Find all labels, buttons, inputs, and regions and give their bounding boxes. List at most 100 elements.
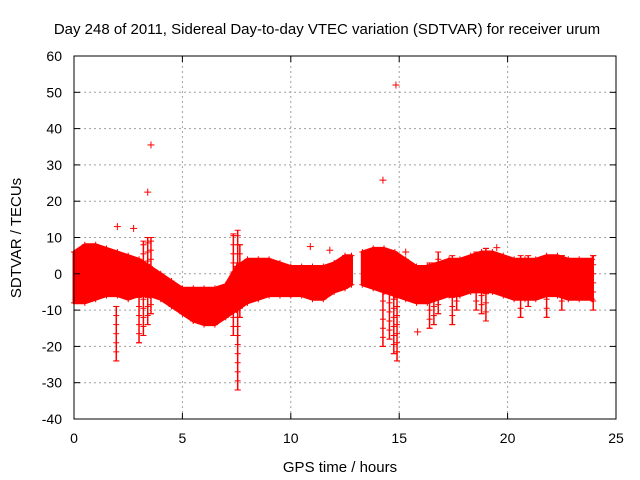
- x-tick-label: 10: [283, 430, 299, 446]
- data-spike: [453, 258, 460, 311]
- data-point: [478, 288, 485, 295]
- data-point: [222, 314, 229, 321]
- data-point: [532, 296, 539, 303]
- data-point: [114, 249, 121, 256]
- y-tick-label: -10: [42, 302, 62, 318]
- data-point: [146, 263, 153, 270]
- data-point: [500, 252, 507, 259]
- data-point: [424, 263, 431, 270]
- data-point: [211, 285, 218, 292]
- data-point: [370, 245, 377, 252]
- data-point: [456, 292, 463, 299]
- data-spike: [136, 273, 143, 344]
- y-axis-label: SDTVAR / TECUs: [8, 178, 25, 298]
- data-spike: [386, 255, 393, 340]
- data-point: [424, 299, 431, 306]
- data-point: [190, 317, 197, 324]
- data-point: [511, 296, 518, 303]
- data-point: [276, 292, 283, 299]
- grid-lines: [74, 56, 616, 419]
- data-spike: [478, 251, 485, 315]
- data-point: [391, 292, 398, 299]
- data-point: [103, 292, 110, 299]
- data-point: [381, 245, 388, 252]
- data-spike: [449, 255, 456, 326]
- chart-title: Day 248 of 2011, Sidereal Day-to-day VTE…: [54, 21, 600, 38]
- data-point: [359, 249, 366, 256]
- y-tick-label: -30: [42, 375, 62, 391]
- data-point: [266, 256, 273, 263]
- data-point: [521, 256, 528, 263]
- data-point: [348, 281, 355, 288]
- data-point: [565, 256, 572, 263]
- data-point: [146, 292, 153, 299]
- data-point: [125, 296, 132, 303]
- data-point: [309, 263, 316, 270]
- data-point: [276, 259, 283, 266]
- data-point: [478, 249, 485, 256]
- data-point: [489, 249, 496, 256]
- data-point: [402, 248, 410, 256]
- data-point: [435, 296, 442, 303]
- data-point: [446, 256, 453, 263]
- data-point: [532, 256, 539, 263]
- data-point: [168, 278, 175, 285]
- data-point: [413, 263, 420, 270]
- data-point: [114, 292, 121, 299]
- data-point: [589, 256, 596, 263]
- data-point: [157, 270, 164, 277]
- data-point: [493, 244, 501, 252]
- data-point: [136, 256, 143, 263]
- data-point: [136, 292, 143, 299]
- x-tick-label: 25: [608, 430, 624, 446]
- data-point: [320, 263, 327, 270]
- data-point: [543, 292, 550, 299]
- data-point: [168, 303, 175, 310]
- data-point: [331, 259, 338, 266]
- data-point: [521, 296, 528, 303]
- y-tick-label: 60: [46, 48, 62, 64]
- data-point: [331, 288, 338, 295]
- x-tick-label: 5: [179, 430, 187, 446]
- data-spike: [390, 258, 397, 355]
- data-markers: [71, 81, 597, 391]
- data-point: [201, 285, 208, 292]
- data-point: [244, 256, 251, 263]
- data-point: [113, 223, 121, 231]
- data-point: [489, 288, 496, 295]
- data-spike: [140, 240, 147, 337]
- data-point: [342, 252, 348, 259]
- data-point: [554, 292, 561, 299]
- data-point: [309, 296, 316, 303]
- data-point: [359, 281, 366, 288]
- data-point: [157, 296, 164, 303]
- data-point: [92, 241, 99, 248]
- data-point: [144, 188, 152, 196]
- x-tick-label: 20: [500, 430, 516, 446]
- data-point: [379, 176, 387, 184]
- data-point: [402, 296, 409, 303]
- data-point: [342, 285, 348, 292]
- data-point: [414, 328, 422, 336]
- data-point: [222, 281, 229, 288]
- data-point: [565, 296, 572, 303]
- data-spike: [236, 244, 243, 318]
- data-point: [266, 292, 273, 299]
- data-point: [370, 285, 377, 292]
- x-tick-label: 15: [391, 430, 407, 446]
- data-point: [467, 252, 474, 259]
- data-point: [381, 288, 388, 295]
- data-point: [589, 296, 596, 303]
- data-point: [81, 299, 88, 306]
- data-point: [190, 285, 197, 292]
- data-point: [467, 288, 474, 295]
- data-spike: [482, 247, 489, 322]
- data-point: [147, 141, 155, 149]
- data-point: [456, 256, 463, 263]
- data-point: [233, 263, 240, 270]
- data-point: [435, 259, 442, 266]
- data-point: [543, 252, 550, 259]
- data-point: [576, 256, 583, 263]
- data-point: [413, 299, 420, 306]
